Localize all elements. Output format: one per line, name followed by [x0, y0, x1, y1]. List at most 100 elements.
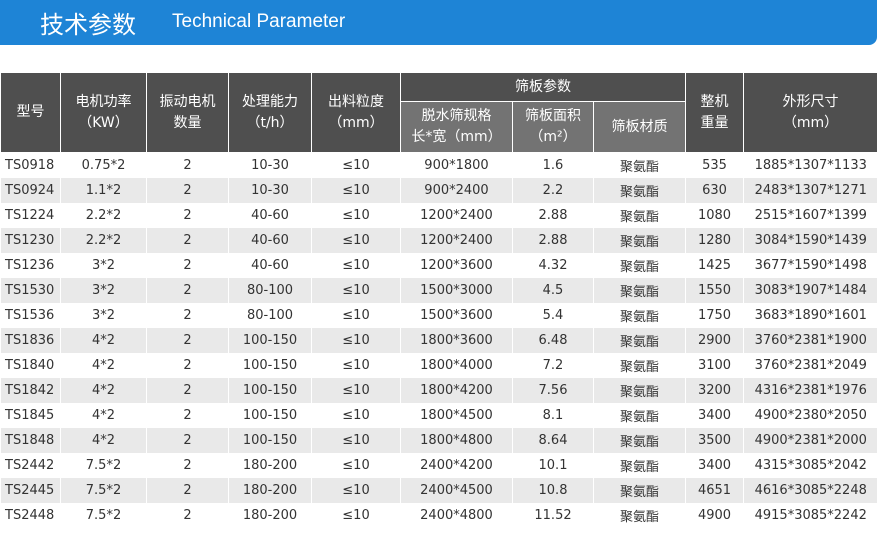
table-cell: 聚氨酯: [593, 328, 686, 353]
table-cell: 2: [146, 303, 229, 328]
table-cell: ≤10: [311, 328, 401, 353]
header-text: （mm）: [328, 114, 384, 131]
header-cell: 筛板材质: [593, 101, 686, 153]
table-cell: TS1842: [0, 378, 61, 403]
header-text: 电机功率: [75, 93, 132, 110]
table-cell: 10.1: [512, 453, 594, 478]
table-cell: 2: [146, 453, 229, 478]
table-cell: 5.4: [512, 303, 594, 328]
table-cell: 2: [146, 278, 229, 303]
table-cell: ≤10: [311, 503, 401, 528]
table-cell: 4*2: [60, 328, 147, 353]
table-cell: 聚氨酯: [593, 378, 686, 403]
table-cell: 180-200: [228, 453, 312, 478]
table-cell: 535: [685, 152, 744, 178]
table-cell: 聚氨酯: [593, 503, 686, 528]
header-cell: 外形尺寸 （mm）: [743, 72, 877, 153]
table-cell: TS1230: [0, 228, 61, 253]
header-text: 长*宽（mm）: [411, 129, 502, 145]
table-cell: 1200*2400: [400, 203, 513, 228]
table-cell: 聚氨酯: [593, 478, 686, 503]
header-cell: 振动电机 数量: [146, 72, 229, 153]
table-cell: 4616*3085*2248: [743, 478, 877, 503]
group-header: 筛板参数: [400, 72, 686, 102]
header-text: 整机: [700, 93, 729, 110]
table-cell: 10-30: [228, 152, 312, 178]
table-cell: 2.2*2: [60, 203, 147, 228]
table-cell: 2.88: [512, 228, 594, 253]
table-cell: 2400*4800: [400, 503, 513, 528]
table-cell: 100-150: [228, 403, 312, 428]
table-cell: 80-100: [228, 278, 312, 303]
header-text: 外形尺寸: [782, 93, 839, 110]
table-cell: ≤10: [311, 203, 401, 228]
table-cell: 4315*3085*2042: [743, 453, 877, 478]
table-cell: TS1236: [0, 253, 61, 278]
header-text: 脱水筛规格: [421, 108, 492, 124]
table-cell: 80-100: [228, 303, 312, 328]
table-cell: 4*2: [60, 378, 147, 403]
table-cell: 3*2: [60, 253, 147, 278]
table-cell: 聚氨酯: [593, 428, 686, 453]
table-cell: 2: [146, 152, 229, 178]
table-cell: TS1836: [0, 328, 61, 353]
table-cell: 3100: [685, 353, 744, 378]
table-cell: ≤10: [311, 253, 401, 278]
header-row: 型号 电机功率 （KW） 振动电机 数量 处理能力 （t/h） 出料粒度 （mm） 筛板参数 整机重…: [0, 72, 877, 153]
table-row: TS0924 1.1*2 2 10-30 ≤10 900*2400 2.2 聚氨酯 630 248…: [0, 178, 877, 203]
table-cell: 4316*2381*1976: [743, 378, 877, 403]
table-cell: 2: [146, 378, 229, 403]
table-cell: 3683*1890*1601: [743, 303, 877, 328]
table-cell: 聚氨酯: [593, 353, 686, 378]
table-row: TS1530 3*2 2 80-100 ≤10 1500*3000 4.5 聚氨酯 1550 30…: [0, 278, 877, 303]
table-cell: 40-60: [228, 203, 312, 228]
header-text: 筛板面积: [525, 108, 581, 124]
table-cell: 聚氨酯: [593, 303, 686, 328]
table-cell: TS2445: [0, 478, 61, 503]
table-cell: 100-150: [228, 428, 312, 453]
table-row: TS0918 0.75*2 2 10-30 ≤10 900*1800 1.6 聚氨酯 535 18…: [0, 152, 877, 178]
table-cell: 2400*4500: [400, 478, 513, 503]
header-text: （m²）: [529, 129, 577, 145]
table-cell: 2483*1307*1271: [743, 178, 877, 203]
table-cell: 11.52: [512, 503, 594, 528]
table-cell: 4651: [685, 478, 744, 503]
table-cell: 3400: [685, 453, 744, 478]
table-cell: 1800*4500: [400, 403, 513, 428]
table-cell: 2: [146, 428, 229, 453]
table-cell: 100-150: [228, 378, 312, 403]
table-cell: 2: [146, 178, 229, 203]
table-row: TS1836 4*2 2 100-150 ≤10 1800*3600 6.48 聚氨酯 2900…: [0, 328, 877, 353]
table-cell: 3400: [685, 403, 744, 428]
table-cell: 900*2400: [400, 178, 513, 203]
table-cell: 4900*2380*2050: [743, 403, 877, 428]
header-cell: 出料粒度 （mm）: [311, 72, 401, 153]
table-cell: 2: [146, 203, 229, 228]
table-cell: 100-150: [228, 328, 312, 353]
table-cell: 2: [146, 228, 229, 253]
banner-title: 技术参数: [40, 11, 136, 39]
table-cell: 10.8: [512, 478, 594, 503]
header-text: （mm）: [782, 114, 839, 131]
table-cell: 100-150: [228, 353, 312, 378]
table-cell: 2: [146, 478, 229, 503]
table-cell: 4900*2381*2000: [743, 428, 877, 453]
header-text: 数量: [173, 114, 202, 131]
table-cell: 1500*3000: [400, 278, 513, 303]
table-cell: 40-60: [228, 228, 312, 253]
table-row: TS2442 7.5*2 2 180-200 ≤10 2400*4200 10.1 聚氨酯 34…: [0, 453, 877, 478]
table-cell: TS1845: [0, 403, 61, 428]
table-cell: 8.64: [512, 428, 594, 453]
banner: 技术参数 Technical Parameter: [0, 0, 877, 45]
table-cell: 7.5*2: [60, 453, 147, 478]
table-cell: 6.48: [512, 328, 594, 353]
table-cell: 1.6: [512, 152, 594, 178]
table-cell: 1425: [685, 253, 744, 278]
table-cell: 7.5*2: [60, 503, 147, 528]
table-cell: 2: [146, 353, 229, 378]
table-cell: 1550: [685, 278, 744, 303]
table-cell: TS1530: [0, 278, 61, 303]
table-cell: 2.2: [512, 178, 594, 203]
table-cell: ≤10: [311, 403, 401, 428]
